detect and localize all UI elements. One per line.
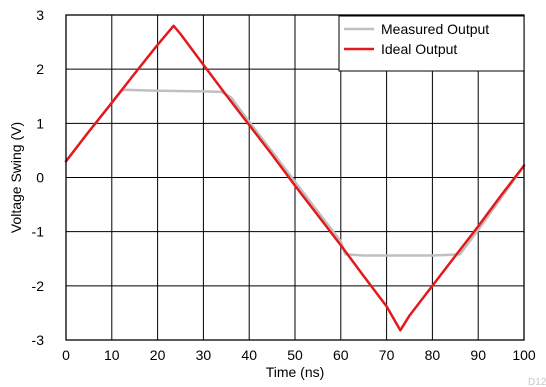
legend-label-measured-output: Measured Output <box>381 21 489 37</box>
y-tick-label: -1 <box>32 224 45 240</box>
legend-box <box>338 15 525 72</box>
x-tick-label: 30 <box>196 347 212 363</box>
x-tick-labels: 0 10 20 30 40 50 60 70 80 90 100 <box>62 347 536 363</box>
x-tick-label: 20 <box>150 347 166 363</box>
x-tick-label: 70 <box>379 347 395 363</box>
legend: Measured Output Ideal Output <box>338 15 525 72</box>
x-tick-label: 50 <box>287 347 303 363</box>
y-tick-label: -2 <box>32 278 45 294</box>
x-tick-label: 0 <box>62 347 70 363</box>
series-line-ideal-output <box>64 24 526 332</box>
x-tick-label: 60 <box>333 347 349 363</box>
y-axis-label: Voltage Swing (V) <box>8 122 24 233</box>
x-tick-label: 100 <box>512 347 536 363</box>
series-layer <box>64 24 526 332</box>
x-tick-label: 40 <box>241 347 257 363</box>
y-tick-label: -3 <box>32 332 45 348</box>
x-tick-label: 10 <box>104 347 120 363</box>
legend-label-ideal-output: Ideal Output <box>381 41 457 57</box>
figure-id-watermark: D123 <box>528 377 546 387</box>
y-tick-label: 3 <box>36 7 44 23</box>
y-tick-label: 2 <box>36 61 44 77</box>
y-tick-label: 1 <box>36 115 44 131</box>
y-tick-label: 0 <box>36 170 44 186</box>
y-tick-labels: 3 2 1 0 -1 -2 -3 <box>32 7 45 348</box>
x-axis-label: Time (ns) <box>266 364 325 380</box>
series-line-measured-output <box>64 88 526 257</box>
x-tick-label: 80 <box>425 347 441 363</box>
x-tick-label: 90 <box>470 347 486 363</box>
plot-frame <box>65 14 525 341</box>
